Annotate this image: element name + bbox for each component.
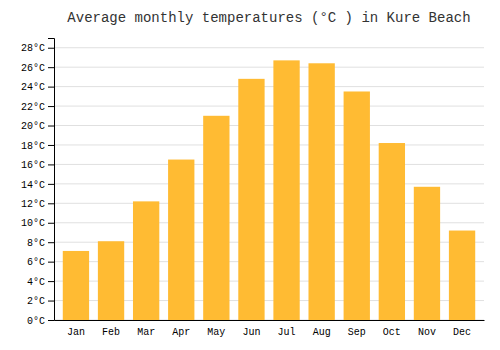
grid-line	[54, 144, 484, 145]
grid-line	[54, 86, 484, 87]
y-tick: 24°C	[21, 82, 54, 93]
y-tick-mark	[48, 48, 54, 49]
y-tick: 0°C	[27, 316, 54, 327]
y-tick: 20°C	[21, 121, 54, 132]
x-tick: Oct	[383, 327, 401, 338]
x-tick: Nov	[418, 327, 436, 338]
y-tick: 14°C	[21, 180, 54, 191]
y-tick-label: 8°C	[27, 238, 45, 249]
y-tick: 6°C	[27, 257, 54, 268]
x-tick: Jan	[67, 327, 85, 338]
x-tick-label: May	[207, 327, 225, 338]
y-axis-line	[48, 39, 55, 321]
y-tick: 18°C	[21, 141, 54, 152]
x-tick: Aug	[313, 327, 331, 338]
chart: 0°C 2°C 4°C 6°C 8°C 10°C 12°C 14°C 16°C 18°C 20°C 2…	[0, 0, 500, 350]
x-tick: Feb	[102, 327, 120, 338]
bar	[449, 231, 475, 320]
y-axis: 0°C 2°C 4°C 6°C 8°C 10°C 12°C 14°C 16°C 18°C 20°C 2…	[21, 39, 55, 327]
y-tick-mark	[48, 164, 54, 165]
y-tick-mark	[48, 145, 54, 146]
bar	[344, 91, 370, 320]
x-tick: May	[207, 327, 225, 338]
y-tick-label: 18°C	[21, 141, 45, 152]
x-tick: Apr	[172, 327, 190, 338]
x-axis-line	[55, 320, 485, 321]
y-tick-mark	[48, 281, 54, 282]
x-tick-label: Apr	[172, 327, 190, 338]
y-tick-mark	[48, 106, 54, 107]
x-tick-label: Jan	[67, 327, 85, 338]
x-tick-label: Aug	[313, 327, 331, 338]
bars	[63, 60, 475, 320]
y-tick-label: 12°C	[21, 199, 45, 210]
x-tick-label: Nov	[418, 327, 436, 338]
grid-line	[54, 183, 484, 184]
bar	[414, 187, 440, 320]
x-tick-label: Feb	[102, 327, 120, 338]
bar	[98, 241, 124, 320]
grid-line	[54, 47, 484, 48]
grid-line	[54, 106, 484, 107]
bar	[203, 116, 229, 320]
y-tick-label: 20°C	[21, 121, 45, 132]
bar	[379, 143, 405, 320]
y-tick-label: 16°C	[21, 160, 45, 171]
y-tick-label: 6°C	[27, 257, 45, 268]
y-tick-label: 22°C	[21, 102, 45, 113]
y-tick-mark	[48, 223, 54, 224]
y-tick-mark	[48, 242, 54, 243]
x-tick-label: Jun	[242, 327, 260, 338]
y-tick-label: 0°C	[27, 316, 45, 327]
bar	[63, 251, 89, 320]
y-tick-label: 4°C	[27, 277, 45, 288]
x-tick: Jun	[242, 327, 260, 338]
y-tick-mark	[48, 184, 54, 185]
y-tick: 10°C	[21, 218, 54, 229]
grid-line	[54, 164, 484, 165]
y-tick: 12°C	[21, 199, 54, 210]
x-tick: Jul	[278, 327, 296, 338]
x-tick: Sep	[348, 327, 366, 338]
y-tick: 28°C	[21, 43, 54, 54]
y-tick: 16°C	[21, 160, 54, 171]
x-tick-label: Jul	[278, 327, 296, 338]
y-tick-label: 28°C	[21, 43, 45, 54]
bar	[238, 79, 264, 320]
y-tick-mark	[48, 262, 54, 263]
y-tick-mark	[48, 203, 54, 204]
x-tick-label: Mar	[137, 327, 155, 338]
x-axis: Jan Feb Mar Apr May Jun Jul Aug Sep Oct Nov Dec	[55, 321, 485, 339]
y-tick-mark	[48, 320, 54, 321]
grid-line	[54, 125, 484, 126]
bar	[308, 63, 334, 320]
x-tick-label: Oct	[383, 327, 401, 338]
x-tick-label: Sep	[348, 327, 366, 338]
y-tick: 26°C	[21, 63, 54, 74]
x-tick: Dec	[453, 327, 471, 338]
y-tick-label: 10°C	[21, 218, 45, 229]
bar	[168, 160, 194, 320]
grid-line	[54, 67, 484, 68]
y-tick-label: 24°C	[21, 82, 45, 93]
y-tick: 8°C	[27, 238, 54, 249]
y-tick-mark	[48, 67, 54, 68]
bar	[133, 201, 159, 320]
y-tick-mark	[48, 301, 54, 302]
y-tick-label: 26°C	[21, 63, 45, 74]
y-tick-label: 2°C	[27, 296, 45, 307]
y-tick: 2°C	[27, 296, 54, 307]
y-tick-label: 14°C	[21, 180, 45, 191]
y-tick: 4°C	[27, 277, 54, 288]
y-tick: 22°C	[21, 102, 54, 113]
bar	[273, 60, 299, 320]
x-tick: Mar	[137, 327, 155, 338]
x-tick-label: Dec	[453, 327, 471, 338]
title: Average monthly temperatures (°C ) in Ku…	[67, 10, 470, 26]
y-tick-mark	[48, 87, 54, 88]
grid	[54, 48, 484, 320]
y-tick-mark	[48, 126, 54, 127]
